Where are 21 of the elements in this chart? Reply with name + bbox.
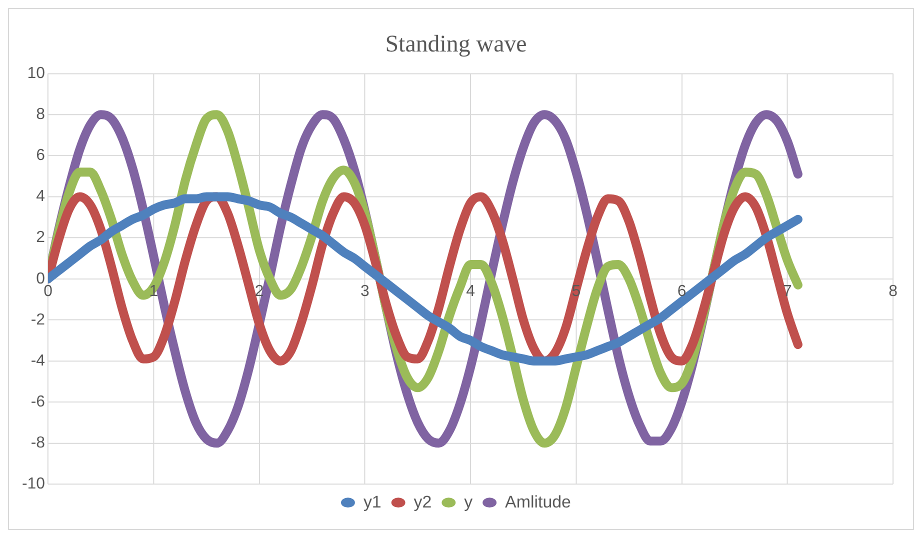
y-tick-label: 4 xyxy=(36,188,46,206)
y-tick-label: 6 xyxy=(36,147,46,164)
y-tick-label: -6 xyxy=(30,393,46,410)
chart-title: Standing wave xyxy=(385,32,527,58)
y-tick-label: -2 xyxy=(30,311,46,328)
y-tick-label: 2 xyxy=(36,229,46,246)
y-tick-label: -8 xyxy=(30,434,46,452)
legend-label: Amlitude xyxy=(505,492,571,512)
x-tick-label: 6 xyxy=(677,282,686,300)
y-tick-label: 0 xyxy=(36,270,46,288)
legend-label: y1 xyxy=(363,492,382,512)
x-tick-label: 4 xyxy=(466,282,476,300)
legend-label: y2 xyxy=(414,492,432,512)
y-tick-label: -4 xyxy=(30,352,46,370)
y-tick-label: 10 xyxy=(27,64,46,82)
x-tick-label: 3 xyxy=(360,282,370,300)
y-tick-label: -10 xyxy=(22,476,46,493)
y-tick-label: 8 xyxy=(36,106,46,123)
x-tick-label: 8 xyxy=(888,282,898,300)
x-tick-label: 5 xyxy=(572,282,581,300)
legend-label: y xyxy=(464,492,474,512)
